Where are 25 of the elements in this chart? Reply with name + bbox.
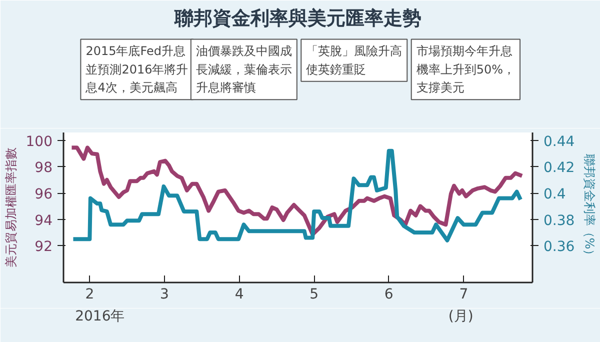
- y-tick-label: 94: [34, 212, 53, 229]
- y2-tick-label: 0.38: [544, 212, 575, 229]
- text: 2015年底Fed升息並預測2016年將升息4次，美元飆高: [84, 44, 188, 95]
- y2-tick-label: 0.42: [544, 160, 575, 176]
- y2-tick-label: 0.4: [544, 186, 566, 203]
- x-tick-label: 3: [160, 286, 169, 302]
- text: 油價暴跌及中國成長減緩，葉倫表示升息將審慎: [196, 44, 292, 95]
- x-axis-title: (月): [448, 308, 474, 324]
- x-tick-label: 2: [85, 286, 94, 302]
- y2-tick-label: 0.44: [544, 134, 575, 150]
- text: 市場預期今年升息機率上升到50%，支撐美元: [416, 44, 516, 95]
- text: 「英脫」風險升高使英鎊重貶: [306, 44, 402, 76]
- y2-axis-title: 聯邦資金利率（%）: [582, 154, 597, 262]
- text: 2016年: [75, 308, 125, 324]
- x-tick-label: 5: [310, 286, 319, 302]
- y-tick-label: 96: [34, 186, 53, 203]
- x-tick-label: 6: [384, 286, 394, 302]
- x-tick-label: 7: [459, 286, 468, 302]
- y-tick-label: 92: [34, 239, 53, 256]
- chart-title: 聯邦資金利率與美元匯率走勢: [174, 8, 422, 30]
- y-tick-label: 98: [34, 160, 53, 176]
- y-axis-title: 美元貿易加權匯率指數: [4, 148, 18, 268]
- y-tick-label: 100: [26, 134, 53, 150]
- y2-tick-label: 0.36: [544, 239, 575, 256]
- x-tick-label: 4: [234, 286, 244, 302]
